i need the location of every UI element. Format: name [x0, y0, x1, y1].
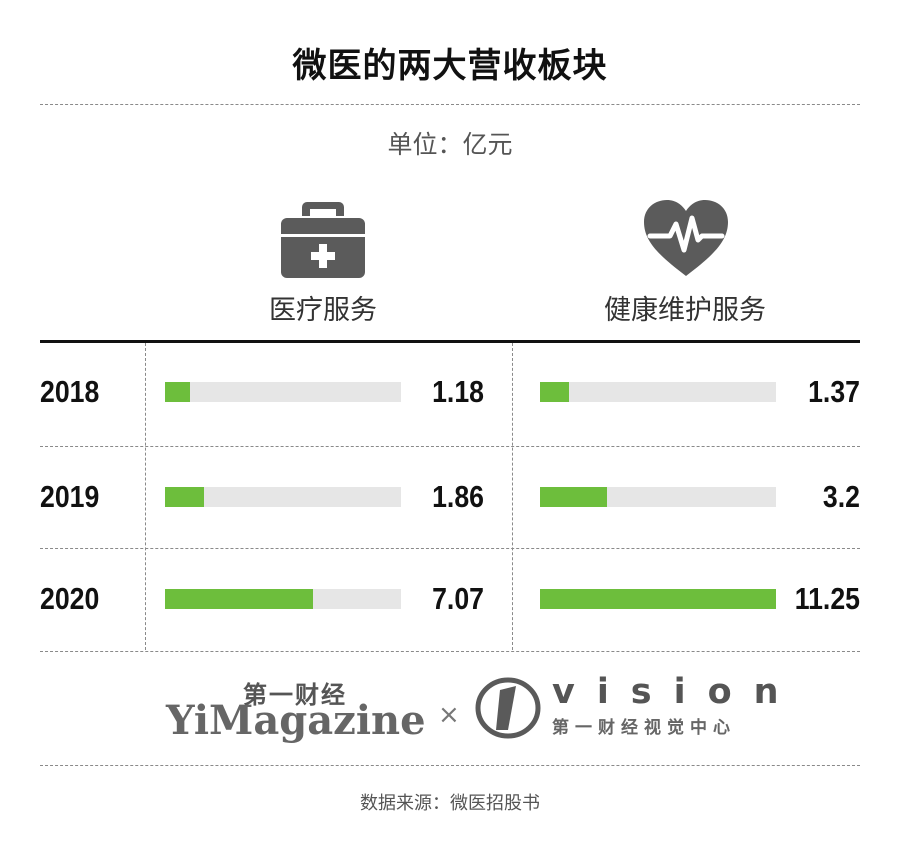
heart-pulse-icon [640, 196, 732, 280]
column-separator [512, 343, 513, 650]
year-label: 2018 [40, 374, 100, 409]
value-label: 1.86 [432, 479, 484, 514]
chart-title: 微医的两大营收板块 [292, 46, 608, 86]
vision-logo: vision [552, 672, 801, 712]
bar-fill [540, 589, 776, 609]
row-divider [40, 651, 860, 652]
bar-track [540, 487, 776, 507]
bar-fill [165, 589, 313, 609]
bar-fill [540, 487, 607, 507]
data-source: 数据来源：微医招股书 [360, 793, 540, 814]
divider-top [40, 104, 860, 105]
value-label: 7.07 [432, 581, 484, 616]
table-top-rule [40, 340, 860, 343]
year-label: 2020 [40, 581, 100, 616]
row-divider [40, 548, 860, 549]
vision-logo-cn: 第一财经视觉中心 [552, 718, 736, 738]
bar-fill [540, 382, 569, 402]
value-label: 1.37 [808, 374, 860, 409]
bar-fill [165, 487, 204, 507]
divider-bottom [40, 765, 860, 766]
bar-track [165, 382, 401, 402]
value-label: 1.18 [432, 374, 484, 409]
value-label: 3.2 [822, 479, 860, 514]
bar-track [540, 382, 776, 402]
bar-track [540, 589, 776, 609]
column-header-medical: 医疗服务 [269, 295, 377, 326]
logo-separator: × [438, 700, 460, 730]
year-label: 2019 [40, 479, 100, 514]
medical-kit-icon [277, 198, 369, 282]
value-label: 11.25 [794, 581, 860, 616]
yimagazine-logo: YiMagazine [166, 697, 426, 744]
bar-track [165, 487, 401, 507]
unit-label: 单位：亿元 [387, 130, 513, 159]
row-divider [40, 446, 860, 447]
yimagazine-logo-cn: 第一财经 [243, 681, 347, 709]
bar-track [165, 589, 401, 609]
column-separator [145, 343, 146, 650]
vision-emblem-icon [472, 676, 544, 740]
column-header-health: 健康维护服务 [604, 295, 766, 326]
bar-fill [165, 382, 190, 402]
